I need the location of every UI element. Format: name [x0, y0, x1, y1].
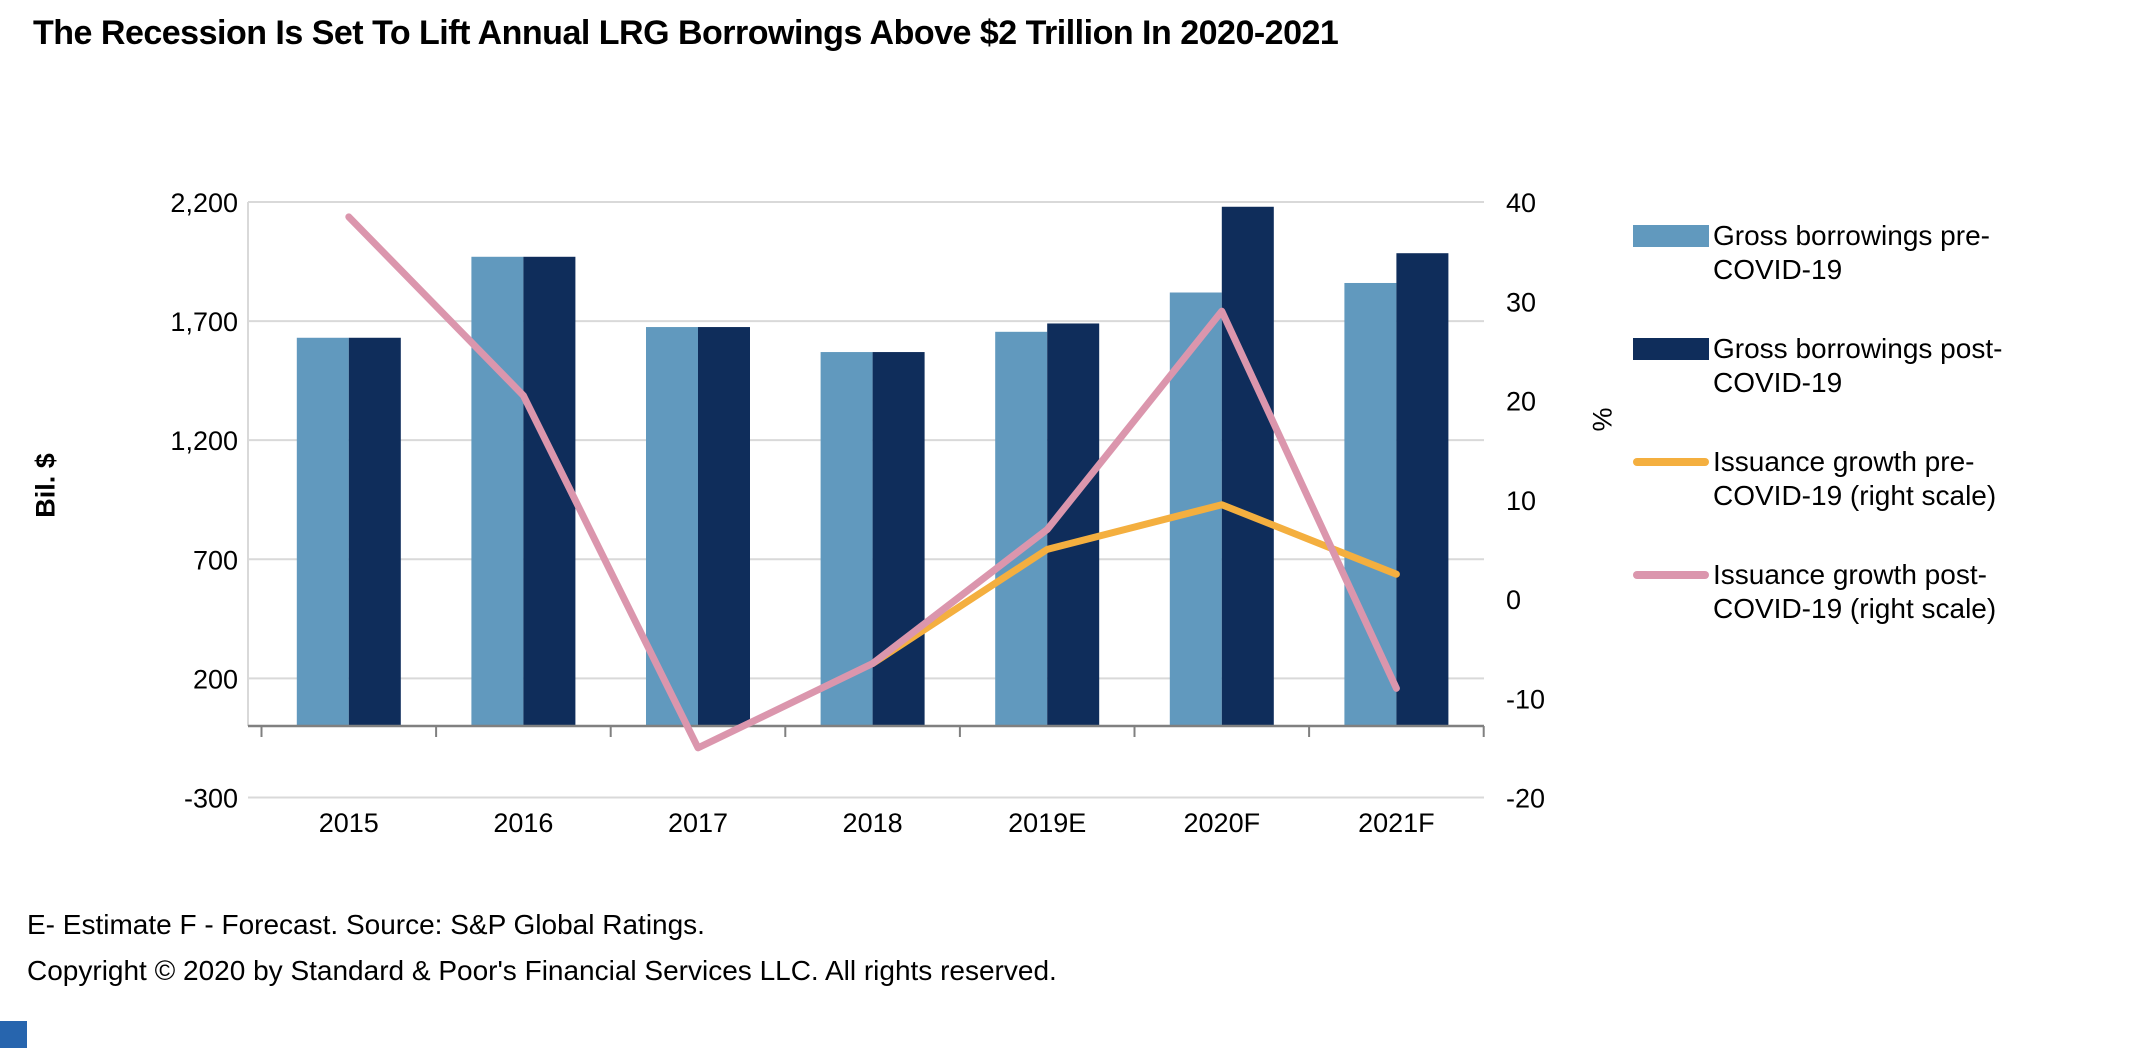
left-axis-tick-label: 1,700 — [170, 307, 238, 337]
bar-pre-covid-2021F — [1344, 282, 1397, 726]
left-axis-tick-label: 200 — [193, 664, 238, 694]
category-label: 2021F — [1358, 808, 1435, 838]
legend-label: Issuance growth pre- COVID-19 (right sca… — [1713, 445, 1996, 513]
right-axis-tick-label: -10 — [1506, 684, 1545, 714]
legend-label: Gross borrowings post- COVID-19 — [1713, 332, 2002, 400]
legend-label-line: COVID-19 — [1713, 367, 1843, 398]
left-axis-tick-label: 1,200 — [170, 426, 238, 456]
bar-post-covid-2020F — [1221, 206, 1274, 726]
legend-label-line: COVID-19 (right scale) — [1713, 593, 1997, 624]
legend-label-line: Issuance growth post- — [1713, 559, 1987, 590]
bar-pre-covid-2019E — [995, 331, 1048, 726]
right-axis-tick-label: 20 — [1506, 387, 1536, 417]
bar-post-covid-2019E — [1047, 323, 1100, 726]
bar-pre-covid-2015 — [296, 337, 349, 726]
legend-swatch-line-pre-covid — [1633, 458, 1709, 466]
legend-item-gross-borrowings-pre: Gross borrowings pre- COVID-19 — [1633, 219, 2002, 287]
right-axis-tick-label: 40 — [1506, 188, 1536, 218]
bar-post-covid-2015 — [348, 337, 401, 726]
legend-item-issuance-growth-pre: Issuance growth pre- COVID-19 (right sca… — [1633, 445, 2002, 513]
legend-label-line: Gross borrowings post- — [1713, 333, 2003, 364]
brand-square — [0, 1021, 27, 1048]
footer-copyright: Copyright © 2020 by Standard & Poor's Fi… — [27, 955, 1057, 986]
right-axis-tick-label: 10 — [1506, 486, 1536, 516]
left-axis-tick-label: 2,200 — [170, 188, 238, 218]
legend-item-gross-borrowings-post: Gross borrowings post- COVID-19 — [1633, 332, 2002, 400]
footer-source-note: E- Estimate F - Forecast. Source: S&P Gl… — [27, 909, 705, 940]
bar-post-covid-2017 — [698, 327, 750, 726]
bar-post-covid-2016 — [523, 256, 576, 726]
category-label: 2016 — [493, 808, 553, 838]
legend-label: Issuance growth post- COVID-19 (right sc… — [1713, 558, 1996, 626]
bar-pre-covid-2018 — [820, 352, 873, 726]
line-series — [345, 213, 1400, 752]
line-series — [869, 501, 1400, 668]
legend-swatch-bar-post-covid — [1633, 338, 1709, 360]
legend-swatch-bar-pre-covid — [1633, 225, 1709, 247]
left-axis-tick-label: -300 — [184, 783, 238, 813]
bar-post-covid-2018 — [872, 352, 925, 726]
category-label: 2017 — [668, 808, 728, 838]
right-axis-tick-label: 0 — [1506, 585, 1521, 615]
right-axis-tick-label: -20 — [1506, 784, 1545, 814]
bar-pre-covid-2016 — [471, 256, 524, 726]
category-label: 2015 — [319, 808, 379, 838]
category-label: 2020F — [1184, 808, 1261, 838]
bar-post-covid-2021F — [1396, 253, 1449, 726]
category-label: 2019E — [1008, 808, 1086, 838]
legend-label-line: Gross borrowings pre- — [1713, 220, 1990, 251]
category-label: 2018 — [843, 808, 903, 838]
chart-title: The Recession Is Set To Lift Annual LRG … — [33, 14, 1339, 52]
legend-item-issuance-growth-post: Issuance growth post- COVID-19 (right sc… — [1633, 558, 2002, 626]
right-axis-tick-label: 30 — [1506, 287, 1536, 317]
legend-swatch-line-post-covid — [1633, 571, 1709, 579]
legend: Gross borrowings pre- COVID-19 Gross bor… — [1633, 219, 2002, 626]
footer: E- Estimate F - Forecast. Source: S&P Gl… — [27, 902, 1057, 994]
legend-label-line: COVID-19 (right scale) — [1713, 480, 1997, 511]
left-axis-tick-label: 700 — [193, 545, 238, 575]
legend-label-line: COVID-19 — [1713, 254, 1843, 285]
legend-label-line: Issuance growth pre- — [1713, 446, 1975, 477]
legend-label: Gross borrowings pre- COVID-19 — [1713, 219, 1990, 287]
